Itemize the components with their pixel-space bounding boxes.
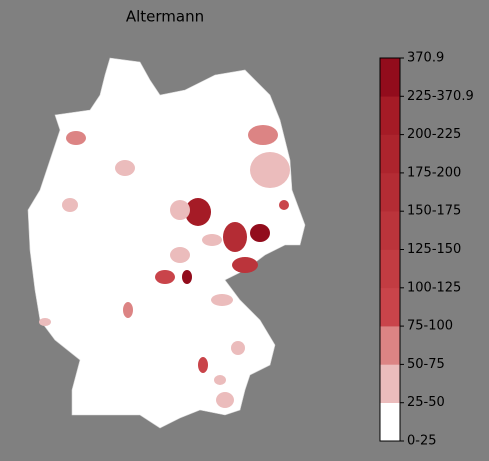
colorbar-label: 175-200 [407, 165, 461, 180]
region [62, 198, 78, 212]
colorbar-label: 150-175 [407, 204, 461, 219]
region [123, 302, 133, 318]
colorbar-label: 0-25 [407, 434, 437, 449]
colorbar-segment [380, 134, 400, 174]
region [198, 357, 208, 373]
colorbar-label: 370.9 [407, 51, 444, 66]
colorbar-segment [380, 326, 400, 365]
colorbar-segment [380, 402, 400, 442]
region [223, 222, 247, 252]
colorbar-label: 50-75 [407, 357, 445, 372]
colorbar-segment [380, 364, 400, 403]
region [231, 341, 245, 355]
colorbar-label: 200-225 [407, 127, 461, 142]
region [39, 318, 51, 326]
colorbar-segment [380, 96, 400, 135]
region-layer [39, 125, 290, 408]
colorbar-segment [380, 249, 400, 289]
colorbar-label: 75-100 [407, 319, 453, 334]
country-outline [27, 57, 306, 429]
region [232, 257, 258, 273]
map-title: Altermann [126, 8, 204, 26]
region [211, 294, 233, 306]
colorbar-label: 25-50 [407, 395, 445, 410]
region [214, 375, 226, 385]
region [279, 200, 289, 210]
region [182, 270, 192, 284]
region [185, 198, 211, 226]
colorbar-label: 225-370.9 [407, 89, 474, 104]
region [155, 270, 175, 284]
colorbar-segment [380, 287, 400, 327]
region [248, 125, 278, 145]
region [216, 392, 234, 408]
region [250, 224, 270, 242]
colorbar-segment [380, 211, 400, 250]
colorbar-segment [380, 58, 400, 97]
region [170, 200, 190, 220]
colorbar: 0-25 25-50 50-75 75-100 100-125 125-150 150-17… [379, 51, 474, 449]
region [66, 131, 86, 145]
region [115, 160, 135, 176]
colorbar-label: 100-125 [407, 280, 461, 295]
region [250, 152, 290, 188]
colorbar-segment [380, 172, 400, 212]
region [202, 234, 222, 246]
colorbar-label: 125-150 [407, 242, 461, 257]
region [170, 247, 190, 263]
